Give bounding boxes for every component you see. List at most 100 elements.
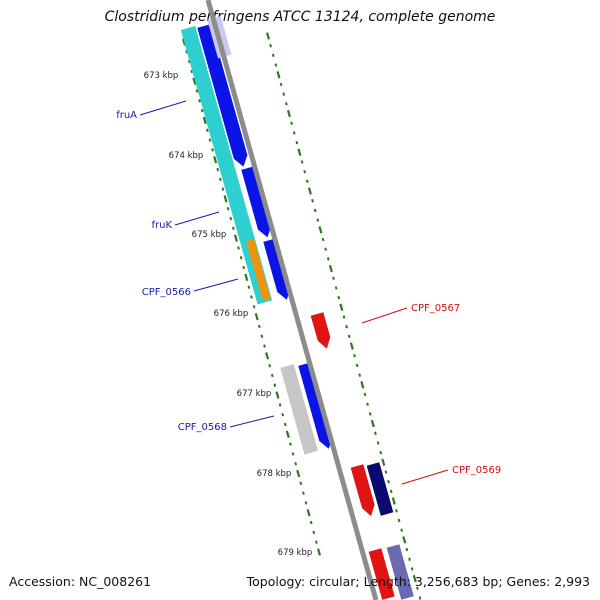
inner-tick-mark: [304, 501, 308, 505]
inner-tick-mark: [306, 509, 311, 517]
outer-tick-mark: [410, 567, 414, 571]
inner-tick-mark: [281, 412, 285, 417]
inner-tick-mark: [192, 77, 197, 85]
scale-label: 678 kbp: [257, 469, 292, 479]
inner-tick-mark: [299, 481, 303, 486]
cds-fruA: [197, 24, 248, 167]
outer-tick-mark: [366, 402, 369, 406]
scale-label: 679 kbp: [278, 548, 313, 558]
outer-tick-mark: [300, 160, 304, 164]
inner-tick-mark: [190, 69, 194, 74]
inner-tick-mark: [273, 383, 277, 387]
outer-tick-mark: [279, 82, 283, 87]
gene-label-leader: [361, 307, 408, 324]
outer-tick-mark: [334, 286, 338, 290]
inner-tick-mark: [302, 491, 305, 495]
gene-label-leader: [174, 211, 220, 226]
inner-tick-mark: [233, 234, 238, 242]
inner-tick-mark: [252, 305, 256, 309]
inner-tick-mark: [268, 363, 272, 368]
scale-label: 677 kbp: [237, 389, 272, 399]
inner-tick-mark: [195, 89, 199, 93]
inner-tick-mark: [218, 177, 222, 182]
inner-tick-mark: [265, 352, 270, 360]
map-title: Clostridium perfringens ATCC 13124, comp…: [104, 9, 496, 25]
inner-tick-mark: [278, 403, 282, 407]
cog-band-fruA-fruK: [180, 26, 273, 305]
inner-tick-mark: [185, 50, 188, 54]
inner-tick-mark: [315, 540, 318, 544]
outer-tick-mark: [328, 264, 333, 273]
outer-tick-mark: [360, 381, 365, 389]
outer-tick-mark: [389, 489, 393, 494]
outer-tick-mark: [324, 247, 328, 251]
inner-tick-mark: [247, 285, 251, 289]
outer-tick-mark: [353, 354, 356, 358]
outer-tick-mark: [297, 148, 302, 156]
inner-tick-mark: [260, 334, 264, 338]
outer-tick-mark: [400, 528, 404, 532]
gene-label-leader: [193, 278, 239, 292]
scale-label: 673 kbp: [144, 71, 179, 81]
outer-tick-mark: [282, 92, 286, 96]
inner-tick-mark: [275, 391, 280, 399]
outer-tick-ring: [265, 32, 422, 600]
outer-tick-mark: [402, 536, 407, 544]
outer-tick-mark: [339, 303, 344, 311]
outer-tick-mark: [276, 71, 281, 79]
inner-tick-mark: [296, 469, 301, 478]
outer-tick-mark: [274, 63, 278, 67]
inner-tick-mark: [221, 187, 225, 191]
outer-tick-mark: [376, 441, 380, 445]
outer-tick-mark: [313, 208, 317, 213]
outer-tick-mark: [307, 187, 312, 195]
inner-tick-mark: [205, 128, 209, 132]
inner-tick-mark: [231, 226, 235, 231]
cds-light-blue: [386, 544, 414, 600]
inner-tick-mark: [242, 265, 246, 270]
inner-tick-mark: [250, 295, 253, 299]
gene-label-fruK: fruK: [151, 220, 172, 231]
outer-tick-mark: [316, 218, 320, 222]
inner-tick-mark: [289, 442, 292, 446]
outer-tick-mark: [284, 102, 288, 106]
outer-tick-mark: [271, 53, 275, 58]
outer-tick-mark: [391, 497, 396, 505]
cds-CPF_0566: [263, 238, 291, 300]
inner-tick-mark: [229, 216, 233, 221]
outer-tick-mark: [374, 431, 377, 435]
cds-CPF_0568: [298, 362, 333, 449]
gene-label-leader: [229, 415, 275, 428]
outer-tick-mark: [355, 363, 359, 368]
gene-label-layer: fruA fruK CPF_0566 CPF_0567 CPF_0568 CPF_0569: [116, 100, 501, 485]
inner-tick-mark: [237, 246, 240, 250]
scale-label: 675 kbp: [192, 230, 227, 240]
inner-tick-mark: [208, 138, 212, 142]
outer-tick-mark: [395, 509, 398, 513]
gene-label-leader: [139, 100, 187, 116]
inner-tick-mark: [316, 548, 322, 556]
inner-tick-mark: [216, 167, 220, 172]
inner-tick-mark: [239, 256, 243, 260]
inner-tick-mark: [202, 116, 207, 125]
outer-tick-mark: [342, 315, 346, 319]
cds-dark-blue: [366, 462, 394, 516]
outer-tick-mark: [269, 43, 272, 48]
inner-tick-mark: [285, 430, 290, 438]
inner-tick-mark: [213, 156, 218, 164]
outer-tick-mark: [381, 458, 386, 467]
inner-tick-mark: [283, 422, 287, 427]
outer-tick-mark: [311, 199, 314, 203]
inner-tick-mark: [244, 273, 249, 282]
scale-label: 676 kbp: [214, 309, 249, 319]
inner-tick-ring: [181, 38, 322, 556]
genome-summary-text: Topology: circular; Length: 3,256,683 bp…: [246, 574, 590, 589]
feature-layer: [180, 16, 414, 600]
inner-tick-mark: [270, 373, 274, 378]
outer-tick-mark: [303, 169, 307, 174]
outer-tick-mark: [295, 140, 299, 145]
outer-tick-mark: [397, 518, 401, 523]
cds-lower-red: [368, 548, 395, 600]
outer-tick-mark: [345, 324, 348, 329]
